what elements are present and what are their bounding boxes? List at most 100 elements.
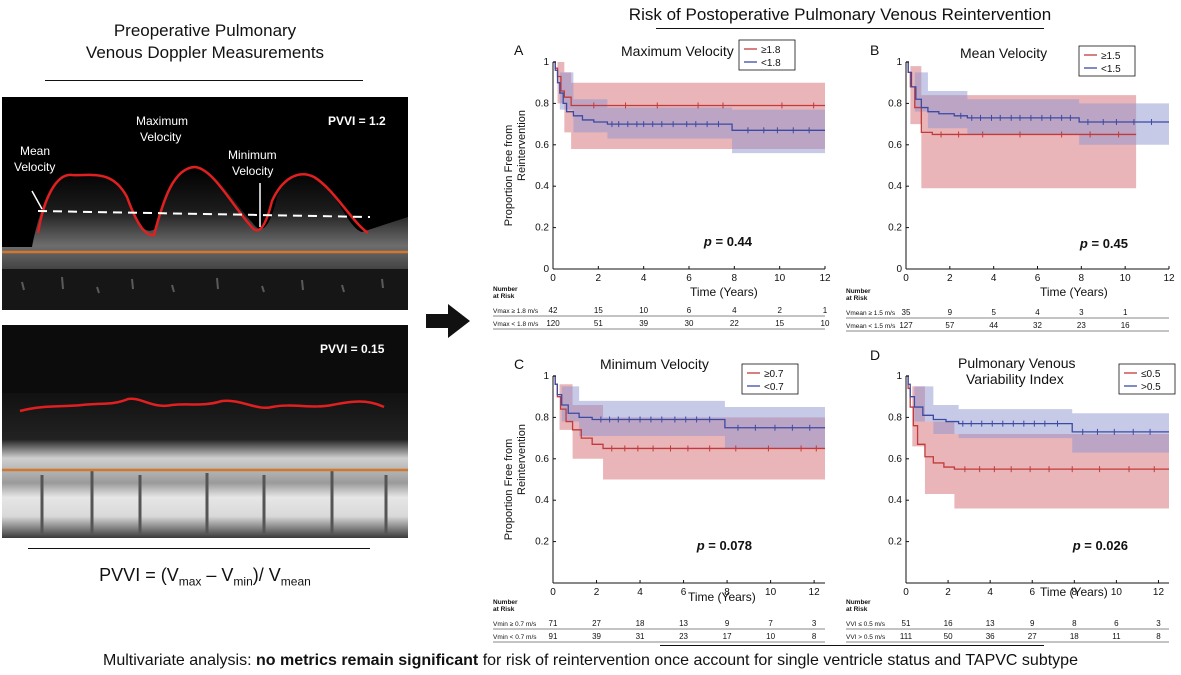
panel-b-y-tick-label-5: 1: [896, 57, 902, 68]
panel-d-legend-box: [1118, 363, 1176, 395]
panel-d-x-tick-label-4: 8: [1072, 587, 1078, 598]
doppler-top-mean-label-1: Mean: [20, 144, 50, 158]
panel-a-risk-value-1-1: 15: [594, 306, 603, 315]
panel-b-risk-row-label-1: Vmean ≥ 1.5 m/s: [846, 310, 896, 317]
panel-c-risk-row-label-1: Vmin ≥ 0.7 m/s: [493, 621, 537, 628]
panel-d-survival-line-2: [906, 375, 1169, 433]
formula-minus: – V: [201, 565, 234, 585]
panel-d-y-tick-label-3: 0.8: [888, 412, 902, 423]
doppler-top-speckle: [21, 276, 384, 294]
panel-b-x-tick-label-1: 2: [947, 273, 953, 284]
formula-sub-max: max: [178, 574, 202, 589]
panel-a-y-tick-label-2: 0.4: [535, 181, 549, 192]
panel-c-risk-header-2: at Risk: [493, 606, 515, 613]
panel-a-x-tick-label-1: 2: [596, 273, 602, 284]
pvvi-formula: PVVI = (Vmax – Vmin)/ Vmean: [0, 565, 410, 589]
panel-a-letter: A: [514, 42, 524, 58]
panel-d-xlabel: Time (Years): [1040, 585, 1108, 599]
panel-d-risk-row-label-1: VVI ≤ 0.5 m/s: [846, 621, 886, 628]
left-title-line1: Preoperative Pulmonary: [113, 21, 297, 40]
panel-b-xlabel: Time (Years): [1040, 285, 1108, 299]
panel-d-risk-value-1-1: 16: [944, 619, 953, 628]
panel-d-x-tick-label-6: 12: [1153, 587, 1165, 598]
panel-c-ylabel-line1: Proportion Free from: [503, 439, 515, 540]
panel-d-letter: D: [870, 347, 880, 363]
panel-d-risk-value-2-1: 50: [944, 632, 953, 641]
left-title: Preoperative Pulmonary Venous Doppler Me…: [0, 20, 410, 64]
panel-c-risk-value-1-4: 9: [725, 619, 730, 628]
panel-b-legend-label-1: ≥1.5: [1101, 51, 1121, 62]
right-title: Risk of Postoperative Pulmonary Venous R…: [628, 5, 1052, 24]
doppler-bottom-pvvi: PVVI = 0.15: [320, 342, 385, 356]
footer-suffix: for risk of reintervention once account …: [478, 652, 1078, 669]
panel-d-risk-value-2-2: 36: [986, 632, 995, 641]
panel-b-y-tick-label-0: 0: [896, 264, 902, 275]
footer-prefix: Multivariate analysis:: [103, 652, 256, 669]
panel-b-x-tick-label-2: 4: [991, 273, 997, 284]
panel-a-x-tick-label-4: 8: [732, 273, 738, 284]
panel-c-risk-row-label-2: Vmin < 0.7 m/s: [493, 634, 537, 641]
panel-b-legend-label-2: <1.5: [1101, 64, 1121, 75]
panel-d-risk-value-1-5: 6: [1114, 619, 1119, 628]
formula-rule: [28, 548, 370, 549]
panel-c-y-tick-label-2: 0.6: [535, 454, 549, 465]
panel-c-x-tick-label-3: 6: [681, 587, 687, 598]
panel-c-risk-value-1-0: 71: [549, 619, 558, 628]
panel-b-risk-value-2-4: 23: [1077, 321, 1086, 330]
panel-a-risk-value-2-6: 10: [821, 319, 830, 328]
panel-a-p-symbol: p: [703, 234, 712, 249]
panel-b-risk-value-1-5: 1: [1123, 308, 1128, 317]
panel-b-risk-value-1-1: 9: [948, 308, 953, 317]
panel-d-p-value: p = 0.026: [1072, 538, 1128, 553]
panel-d-y-tick-label-1: 0.4: [888, 495, 902, 506]
panel-b-risk-value-2-2: 44: [989, 321, 998, 330]
panel-a-legend-label-1: ≥1.8: [761, 45, 781, 56]
panel-a-x-tick-label-6: 12: [819, 273, 831, 284]
panel-d-y-tick-label-2: 0.6: [888, 454, 902, 465]
panel-c-x-tick-label-5: 10: [765, 587, 777, 598]
panel-a-x-tick-label-3: 6: [686, 273, 692, 284]
panel-d-ci-band-2: [906, 376, 1169, 453]
panel-b-risk-value-1-2: 5: [991, 308, 996, 317]
formula-prefix: PVVI = (V: [99, 565, 179, 585]
panel-b-risk-header-1: Number: [846, 288, 871, 295]
panel-b-risk-value-2-5: 16: [1121, 321, 1130, 330]
panel-c-risk-value-1-1: 27: [592, 619, 601, 628]
panel-c-risk-value-1-5: 7: [768, 619, 773, 628]
panel-c-x-tick-label-0: 0: [550, 587, 556, 598]
doppler-top-mean-pointer: [31, 190, 43, 210]
panel-d-x-tick-label-2: 4: [987, 587, 993, 598]
panel-a-y-tick-label-3: 0.6: [535, 140, 549, 151]
panel-c-x-tick-label-1: 2: [594, 587, 600, 598]
panel-d-risk-value-1-3: 9: [1030, 619, 1035, 628]
panel-d-title-line2: Variability Index: [966, 371, 1064, 387]
panel-a-risk-value-2-5: 15: [775, 319, 784, 328]
panel-b-risk-value-1-4: 3: [1079, 308, 1084, 317]
panel-c-letter: C: [514, 356, 524, 372]
formula-sub-mean: mean: [280, 574, 311, 589]
panel-c-legend-box: [741, 363, 799, 395]
panel-d-risk-value-1-0: 51: [902, 619, 911, 628]
panel-b-p-value: p = 0.45: [1079, 236, 1128, 251]
panel-c-ci-band-2: [553, 376, 825, 449]
panel-d-ci-band-1: [906, 376, 1169, 509]
panel-c-x-tick-label-2: 4: [637, 587, 643, 598]
panel-a-p-value: p = 0.44: [703, 234, 753, 249]
left-title-rule: [45, 80, 363, 81]
panel-b-x-tick-label-6: 12: [1163, 273, 1175, 284]
footer-rule: [660, 645, 1044, 646]
footer-text: Multivariate analysis: no metrics remain…: [0, 652, 1181, 670]
panel-a-risk-header-2: at Risk: [493, 293, 515, 300]
panel-a-risk-value-2-1: 51: [594, 319, 603, 328]
panel-c-x-tick-label-6: 12: [809, 587, 821, 598]
panel-c-risk-value-2-4: 17: [723, 632, 732, 641]
panel-b-x-tick-label-3: 6: [1035, 273, 1041, 284]
doppler-bottom-streaks: [40, 470, 388, 535]
panel-d-risk-value-1-4: 8: [1072, 619, 1077, 628]
left-title-line2: Venous Doppler Measurements: [85, 43, 325, 62]
panel-a-risk-value-1-4: 4: [732, 306, 737, 315]
panel-c-risk-value-1-2: 18: [636, 619, 645, 628]
panel-d-risk-value-2-3: 27: [1028, 632, 1037, 641]
panel-b-risk-row-label-2: Vmean < 1.5 m/s: [846, 323, 896, 330]
doppler-image-top: PVVI = 1.2 Mean Velocity Maximum Velocit…: [2, 97, 408, 310]
